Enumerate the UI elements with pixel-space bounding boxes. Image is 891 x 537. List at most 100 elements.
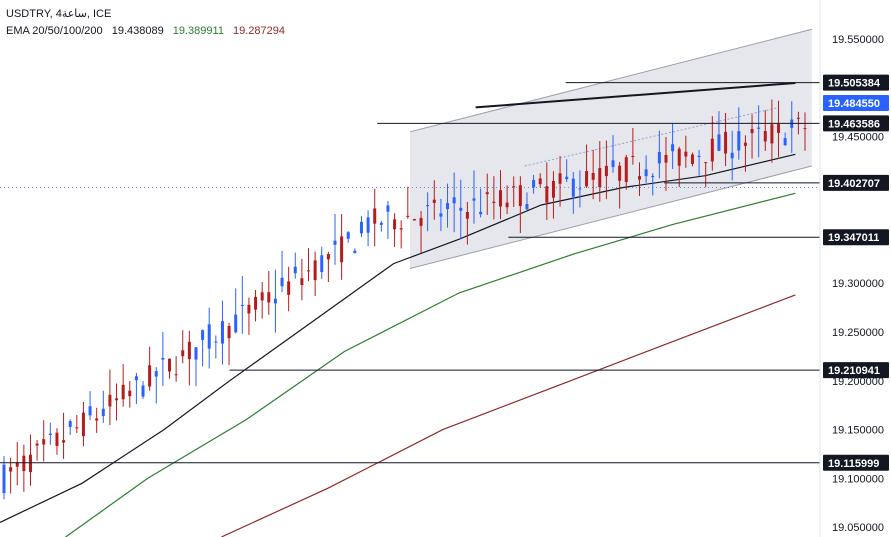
candle-body — [254, 296, 258, 310]
candle-body — [432, 199, 436, 203]
level-price-label-5[interactable] — [823, 229, 889, 246]
candle-body — [690, 154, 694, 164]
candle-body — [651, 175, 655, 178]
candle-body — [492, 201, 496, 203]
candle-body — [532, 179, 536, 188]
candle-body — [55, 432, 59, 447]
channel-upper-line[interactable] — [409, 28, 812, 133]
candle-body — [161, 357, 165, 360]
candle-body — [505, 202, 509, 208]
candle-body — [28, 454, 32, 473]
candle-body — [148, 365, 152, 387]
candle-body — [439, 213, 443, 217]
candle-body — [366, 217, 370, 233]
candle-body — [214, 341, 218, 343]
level-price-text-7: 19.115999 — [828, 458, 879, 470]
level-price-label-4[interactable] — [823, 174, 889, 191]
level-price-label-3[interactable] — [823, 115, 889, 132]
candle-body — [730, 152, 734, 159]
candle-body — [2, 464, 6, 494]
candle-body — [777, 124, 781, 133]
current-price-label[interactable] — [823, 94, 889, 111]
candle-body — [9, 467, 13, 472]
level-price-text-6: 19.210941 — [828, 365, 880, 377]
candle-body — [300, 278, 304, 286]
candle-body — [15, 461, 19, 467]
candle-body — [313, 260, 317, 281]
ema-line-1[interactable] — [0, 153, 796, 523]
legend-ema-row: EMA 20/50/100/200 19.438089 19.389911 19… — [6, 23, 285, 40]
candle-body — [287, 281, 291, 295]
candle-body — [796, 117, 800, 119]
candle-body — [260, 292, 264, 301]
legend-ema-label: EMA 20/50/100/200 — [6, 25, 103, 37]
y-tick-label: 19.250000 — [832, 327, 884, 339]
candle-body — [743, 142, 747, 146]
candle-body — [459, 207, 463, 211]
channel-fill — [410, 29, 812, 269]
candle-body — [571, 178, 575, 197]
candle-body — [95, 418, 99, 421]
candle-body — [710, 138, 714, 162]
candle-body — [108, 394, 112, 407]
candle-body — [684, 151, 688, 157]
y-tick-label: 19.300000 — [832, 278, 884, 290]
level-price-label-6[interactable] — [823, 362, 889, 379]
candle-body — [485, 192, 489, 195]
y-tick-label: 19.550000 — [832, 34, 884, 46]
candle-body — [426, 205, 430, 207]
candle-body — [75, 427, 79, 429]
candle-body — [525, 204, 529, 210]
legend-ema-value-2: 19.389911 — [172, 25, 224, 37]
candle-body — [373, 208, 377, 224]
candle-body — [624, 157, 628, 183]
candle-body — [227, 326, 231, 339]
candle-body — [386, 205, 390, 212]
candle-body — [657, 151, 661, 164]
candle-body — [591, 172, 595, 180]
candle-body — [406, 215, 410, 217]
candle-body — [750, 128, 754, 134]
y-tick-label: 19.200000 — [832, 376, 884, 388]
candle-body — [558, 173, 562, 184]
candle-body — [22, 455, 26, 472]
candle-body — [340, 236, 344, 263]
candle-body — [518, 185, 522, 207]
candle-body — [134, 376, 138, 381]
ema-line-3[interactable] — [221, 294, 796, 537]
ema-line-2[interactable] — [65, 192, 796, 537]
candle-body — [353, 250, 357, 254]
candle-body — [757, 127, 761, 129]
level-price-label-2[interactable] — [823, 74, 889, 91]
candle-body — [174, 374, 178, 376]
candle-body — [201, 330, 205, 340]
resistance-trendline[interactable] — [475, 81, 796, 109]
candle-body — [194, 347, 198, 360]
candle-body — [333, 240, 337, 245]
candle-body — [611, 160, 615, 168]
candle-body — [293, 266, 297, 274]
candle-body — [763, 131, 767, 142]
candle-body — [247, 304, 251, 314]
candle-body — [62, 440, 66, 443]
level-price-label-7[interactable] — [823, 454, 889, 471]
legend-symbol-row: USDTRY, 4ساعة, ICE — [6, 6, 285, 23]
candle-body — [234, 314, 238, 333]
candle-body — [472, 198, 476, 201]
candle-body — [280, 277, 284, 287]
candle-body — [35, 443, 39, 446]
candle-body — [465, 211, 469, 219]
level-price-text-3: 19.463586 — [828, 118, 880, 130]
candle-body — [346, 232, 350, 239]
candle-body — [644, 169, 648, 177]
candle-body — [565, 176, 569, 180]
candle-body — [115, 398, 119, 401]
candle-body — [88, 406, 92, 416]
candle-body — [578, 188, 582, 190]
channel-midline — [524, 106, 780, 167]
candle-body — [141, 385, 145, 397]
candle-body — [770, 124, 774, 144]
candle-body — [498, 190, 502, 207]
